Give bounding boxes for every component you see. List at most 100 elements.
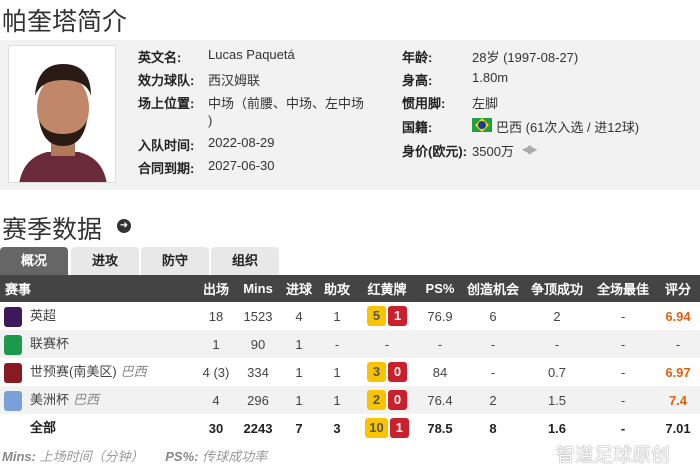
motm-cell: - — [590, 330, 656, 358]
ps-cell: 76.4 — [418, 386, 462, 414]
info-value: 西汉姆联 — [208, 73, 261, 88]
competition-name[interactable]: 美洲杯 — [30, 392, 70, 408]
column-header: PS% — [418, 275, 462, 302]
value-trend-icon[interactable]: ◀▶ — [522, 142, 538, 156]
info-value: 28岁 (1997-08-27) — [472, 50, 579, 65]
ps-cell: 84 — [432, 364, 448, 380]
competition-name[interactable]: 英超 — [30, 308, 57, 324]
competition-name[interactable]: 世预赛(南美区) — [30, 364, 117, 380]
competition-name[interactable]: 全部 — [30, 420, 57, 436]
apps-cell: 18 — [208, 308, 224, 324]
rating-cell: 6.94 — [665, 308, 691, 324]
yellow-card-count: 3 — [367, 362, 386, 382]
footnote-key: Mins: — [2, 449, 36, 464]
column-header: 出场 — [196, 275, 236, 302]
yellow-card-count: 2 — [367, 390, 386, 410]
aerial-cell: 0.7 — [547, 364, 567, 380]
brazil-flag-icon — [472, 117, 492, 133]
competition-name[interactable]: 联赛杯 — [30, 336, 70, 352]
aerial-cell: 1.5 — [524, 386, 590, 414]
info-label: 惯用脚: — [402, 96, 446, 111]
goals-cell: 1 — [280, 330, 318, 358]
footnote-key: PS%: — [165, 449, 199, 464]
cards-cell: 10 1 — [356, 414, 418, 442]
assists-cell: - — [318, 330, 356, 358]
competition-country: 巴西 — [120, 364, 147, 380]
aerial-cell: - — [524, 330, 590, 358]
goals-cell: 4 — [295, 308, 303, 324]
column-header: 创造机会 — [462, 275, 524, 302]
competition-cell: 世预赛(南美区) 巴西 — [0, 358, 196, 386]
tab-organize[interactable]: 组织 — [211, 247, 279, 275]
assists-cell: 3 — [333, 420, 341, 436]
competition-logo-icon — [4, 362, 22, 383]
column-header: 全场最佳 — [590, 275, 656, 302]
chances-cell: 6 — [489, 308, 497, 324]
profile-panel: 英文名: Lucas Paquetá 效力球队: 西汉姆联 场上位置: 中场（前腰、中场、… — [0, 40, 700, 190]
rating-cell: - — [656, 330, 700, 358]
page-title: 帕奎塔简介 — [2, 8, 128, 36]
red-card-count: 1 — [389, 418, 409, 438]
info-value: Lucas Paquetá — [208, 47, 295, 62]
column-header: 红黄牌 — [356, 275, 418, 302]
cards-value: - — [384, 336, 390, 352]
motm-cell: - — [620, 364, 626, 380]
tab-attack[interactable]: 进攻 — [71, 247, 139, 275]
competition-logo-icon — [4, 390, 22, 411]
motm-cell: - — [620, 308, 626, 324]
yellow-card-count: 10 — [365, 418, 388, 438]
goals-cell: 7 — [295, 420, 303, 436]
table-row: 世预赛(南美区) 巴西 4 (3) 334 1 1 3 0 84 - 0.7 - 6.97 — [0, 358, 700, 386]
ps-cell: 78.5 — [427, 420, 453, 436]
info-label: 入队时间: — [138, 138, 195, 153]
motm-cell: - — [590, 386, 656, 414]
column-header: Mins — [236, 275, 280, 302]
apps-cell: 30 — [208, 420, 224, 436]
footnote: Mins: 上场时间（分钟） PS%: 传球成功率 — [2, 446, 267, 465]
watermark: 智道足球原创 — [556, 445, 671, 466]
info-label: 英文名: — [138, 50, 182, 65]
competition-cell: 美洲杯 巴西 — [0, 386, 196, 414]
info-label: 年龄: — [402, 50, 433, 65]
info-label: 国籍: — [402, 120, 433, 135]
table-row: 美洲杯 巴西 4 296 1 1 2 0 76.4 2 1.5-7.4 — [0, 386, 700, 414]
info-value: 1.80m — [472, 70, 509, 85]
chances-cell: 8 — [489, 420, 497, 436]
goals-cell: 1 — [280, 386, 318, 414]
chances-cell: - — [490, 364, 496, 380]
column-header: 助攻 — [318, 275, 356, 302]
stats-table: 赛事 出场 Mins 进球 助攻 红黄牌 PS% 创造机会 争顶成功 全场最佳 评分 英超 18 152… — [0, 275, 700, 442]
table-row: 全部 30 2243 7 3 10 1 78.5 8 1.6 - 7.01 — [0, 414, 700, 442]
assists-cell: 1 — [333, 308, 341, 324]
competition-cell: 英超 — [0, 302, 196, 330]
tab-overview[interactable]: 概况 — [0, 247, 68, 275]
competition-logo-icon — [4, 306, 22, 327]
assists-cell: 1 — [333, 364, 341, 380]
cards-cell: - — [356, 330, 418, 358]
column-header: 赛事 — [0, 275, 196, 302]
aerial-cell: 1.6 — [547, 420, 567, 436]
mins-cell: 90 — [236, 330, 280, 358]
rating-cell: 6.97 — [665, 364, 691, 380]
apps-cell: 1 — [196, 330, 236, 358]
info-value-cont: ) — [208, 113, 213, 128]
yellow-card-count: 5 — [367, 306, 386, 326]
arrow-right-icon[interactable]: ➜ — [117, 219, 131, 233]
column-header: 争顶成功 — [524, 275, 590, 302]
apps-cell: 4 — [196, 386, 236, 414]
info-label: 身价(欧元): — [402, 144, 467, 159]
competition-cell: 全部 — [0, 414, 196, 442]
table-row: 英超 18 1523 4 1 5 1 76.9 6 2-6.94 — [0, 302, 700, 330]
tab-defense[interactable]: 防守 — [141, 247, 209, 275]
player-photo — [8, 45, 116, 183]
info-value: 2022-08-29 — [208, 135, 275, 150]
red-card-count: 1 — [388, 306, 407, 326]
motm-cell: - — [620, 420, 626, 436]
section-title: 赛季数据 — [2, 216, 103, 244]
info-label: 场上位置: — [138, 96, 195, 111]
red-card-count: 0 — [388, 390, 407, 410]
info-label: 身高: — [402, 73, 433, 88]
chances-cell: 2 — [462, 386, 524, 414]
competition-country: 巴西 — [73, 392, 100, 408]
